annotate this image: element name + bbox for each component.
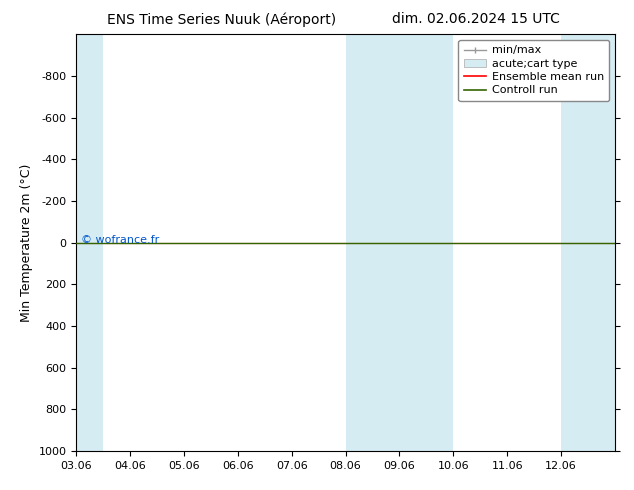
Bar <box>76 34 103 451</box>
Y-axis label: Min Temperature 2m (°C): Min Temperature 2m (°C) <box>20 163 33 322</box>
Text: ENS Time Series Nuuk (Aéroport): ENS Time Series Nuuk (Aéroport) <box>107 12 337 27</box>
Text: dim. 02.06.2024 15 UTC: dim. 02.06.2024 15 UTC <box>392 12 559 26</box>
Legend: min/max, acute;cart type, Ensemble mean run, Controll run: min/max, acute;cart type, Ensemble mean … <box>458 40 609 101</box>
Bar <box>346 34 453 451</box>
Text: © wofrance.fr: © wofrance.fr <box>81 236 160 245</box>
Bar <box>561 34 615 451</box>
